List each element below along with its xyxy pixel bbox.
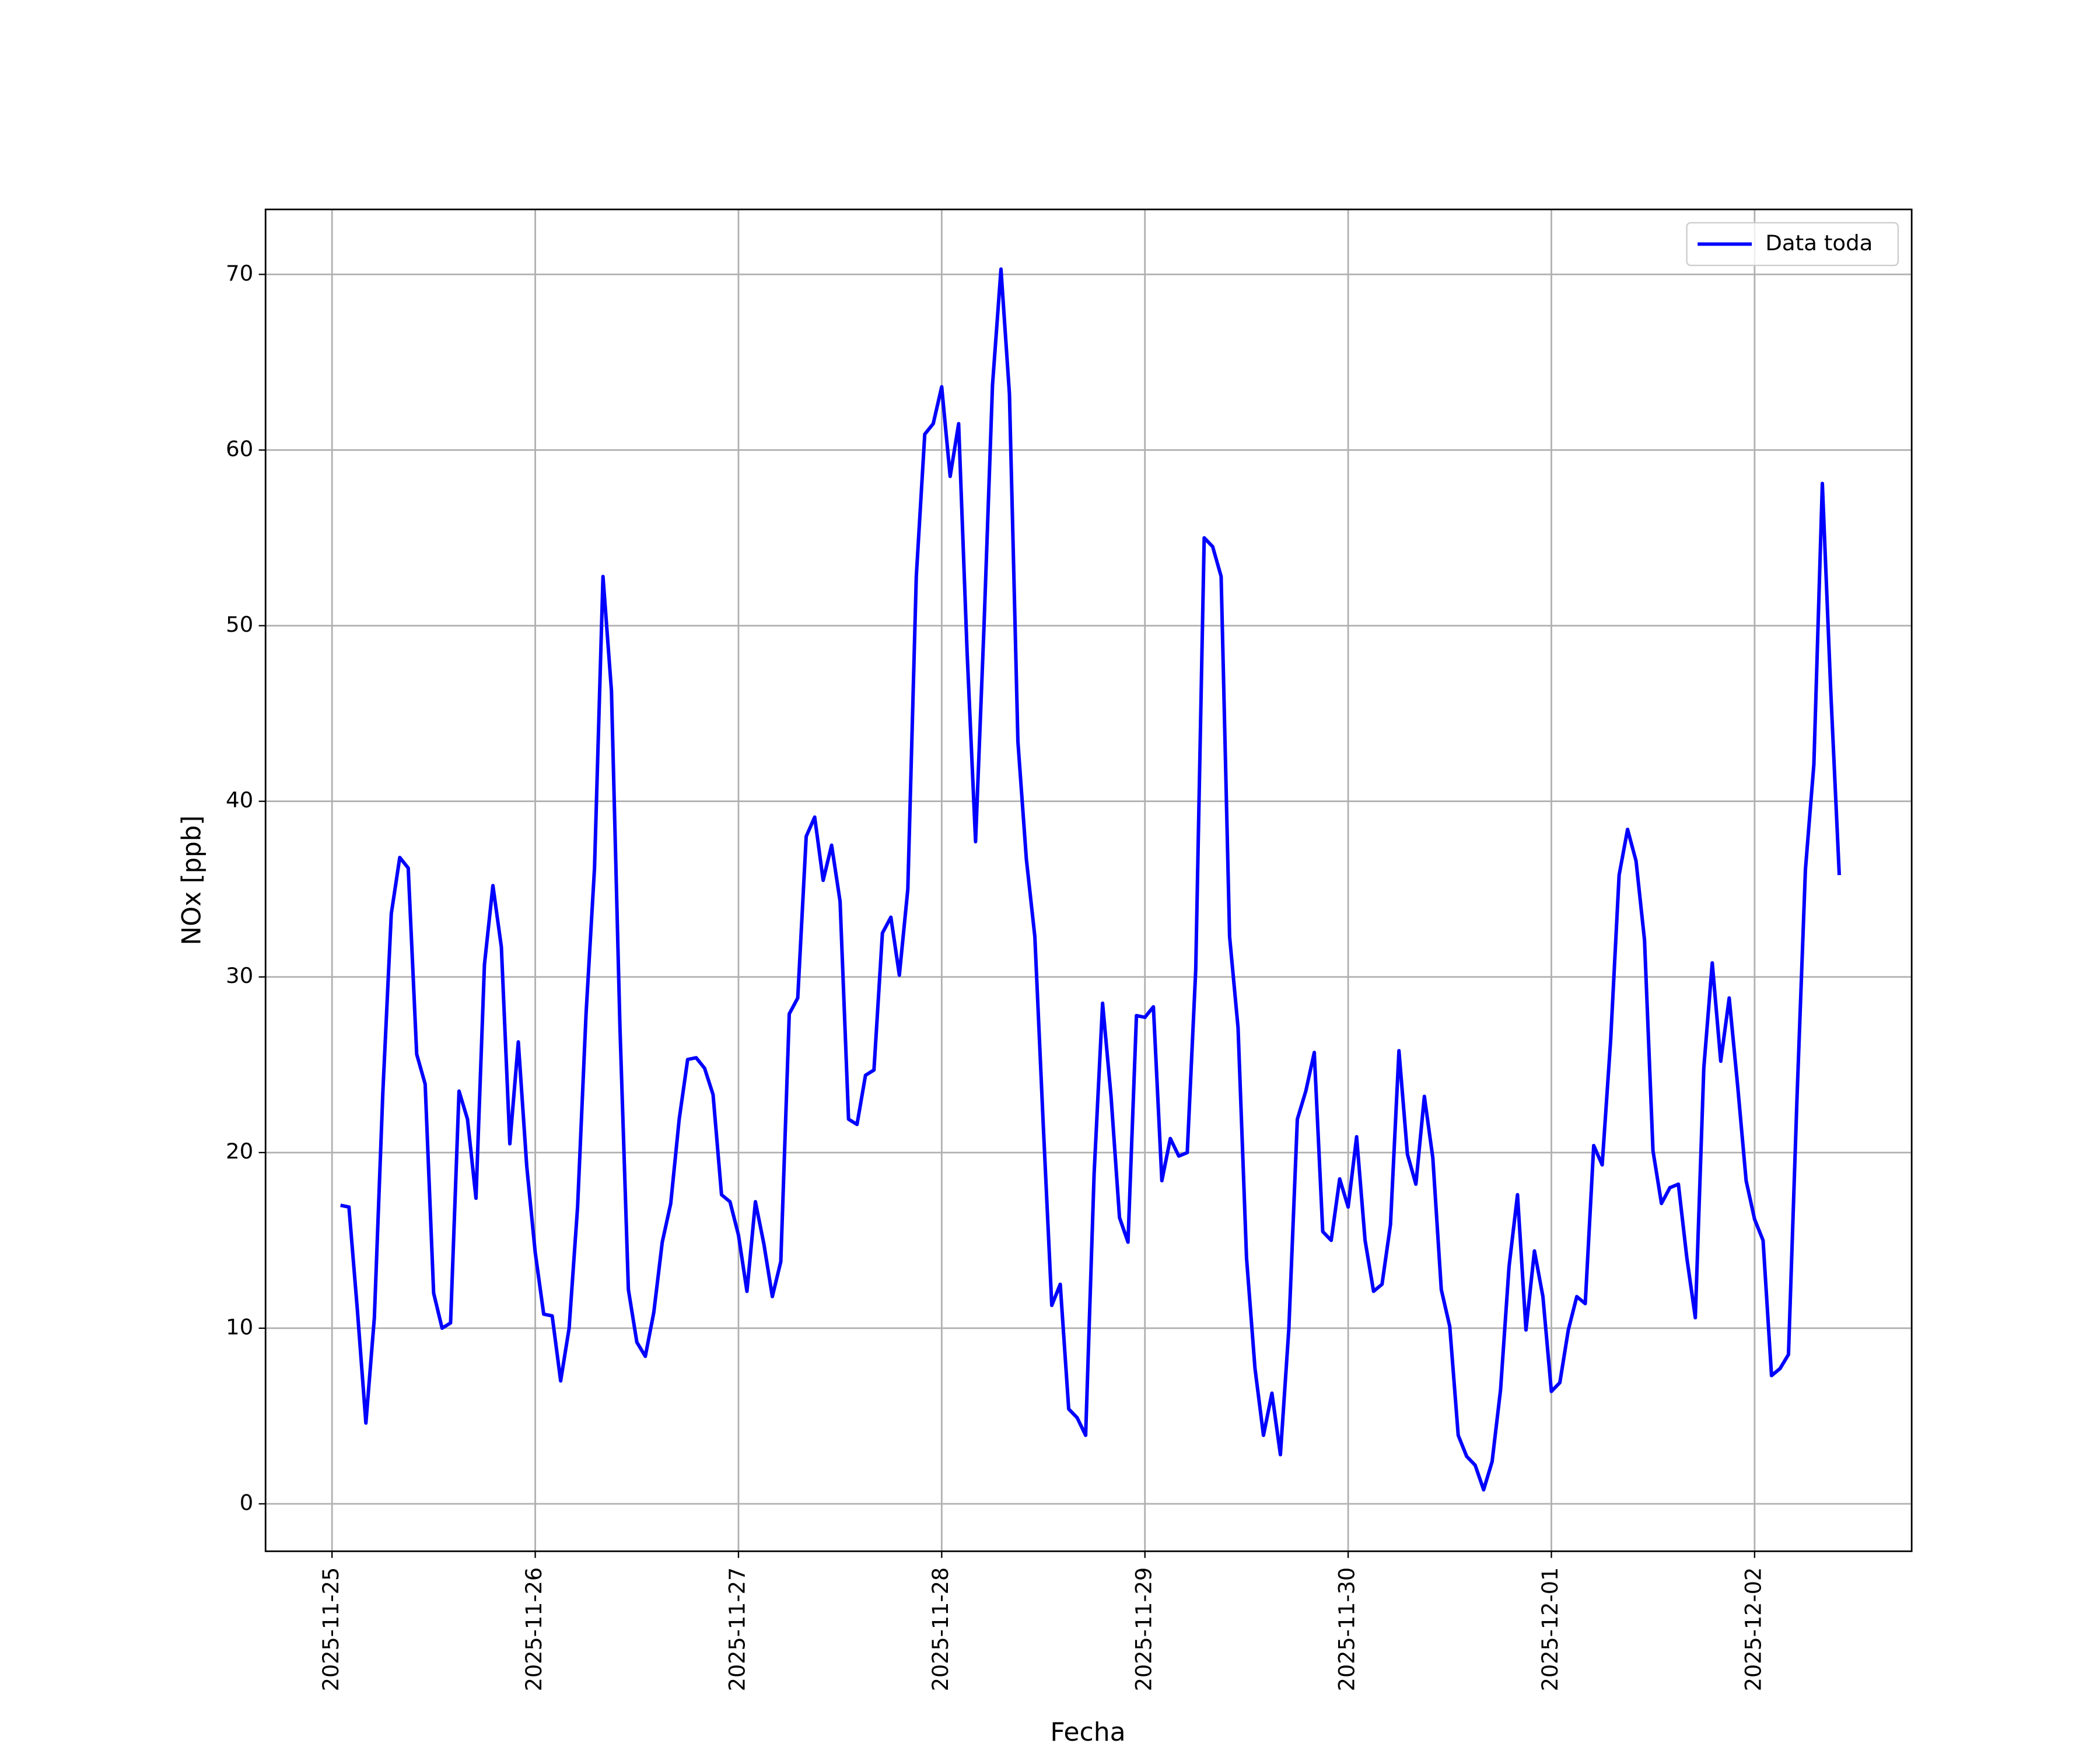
y-tick-label: 40 — [226, 788, 253, 813]
data-line — [340, 267, 1842, 1492]
x-axis-label: Fecha — [1050, 1717, 1125, 1747]
x-tick-label: 2025-12-01 — [1538, 1567, 1563, 1692]
y-tick-label: 60 — [226, 436, 253, 461]
y-tick-label: 50 — [226, 612, 253, 637]
legend: Data toda — [1686, 222, 1899, 267]
x-tick-label: 2025-11-28 — [928, 1567, 953, 1692]
x-tick-label: 2025-11-27 — [724, 1567, 750, 1692]
legend-box — [1686, 222, 1899, 267]
legend-label: Data toda — [1765, 230, 1873, 256]
y-axis-label: NOx [ppb] — [177, 816, 206, 946]
y-tick-label: 70 — [226, 261, 253, 286]
x-tick-label: 2025-11-25 — [318, 1567, 343, 1692]
plot-frame — [264, 208, 1913, 1552]
x-tick-label: 2025-11-30 — [1334, 1567, 1359, 1692]
x-tick-label: 2025-11-26 — [522, 1567, 547, 1692]
x-tick-label: 2025-11-29 — [1131, 1567, 1156, 1692]
y-tick-label: 20 — [226, 1139, 253, 1164]
y-tick-label: 10 — [226, 1315, 253, 1340]
x-tick-label: 2025-12-02 — [1741, 1567, 1766, 1692]
y-tick-label: 0 — [240, 1490, 254, 1516]
y-tick-label: 30 — [226, 963, 253, 988]
